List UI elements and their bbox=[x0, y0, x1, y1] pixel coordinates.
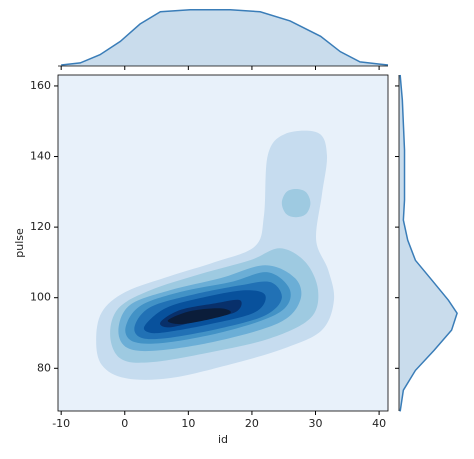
x-tick-label: 0 bbox=[121, 417, 128, 430]
y-tick-label: 100 bbox=[30, 291, 51, 304]
marginal-x-line bbox=[61, 8, 389, 66]
axes-frame bbox=[57, 74, 389, 412]
x-tick-label: 40 bbox=[372, 417, 386, 430]
y-tick-label: 120 bbox=[30, 220, 51, 233]
x-axis-label: id bbox=[218, 433, 228, 446]
plot-area bbox=[58, 75, 388, 411]
x-tick-label: 30 bbox=[309, 417, 323, 430]
contour bbox=[281, 189, 311, 218]
marginal-x-fill bbox=[61, 9, 388, 66]
contour bbox=[167, 308, 231, 325]
marginal-y-line bbox=[399, 74, 458, 412]
y-tick-label: 80 bbox=[37, 361, 51, 374]
marginal-y-fill bbox=[399, 75, 458, 412]
y-tick-label: 140 bbox=[30, 150, 51, 163]
y-tick-label: 160 bbox=[30, 79, 51, 92]
x-tick-label: 10 bbox=[181, 417, 195, 430]
x-tick-label: 20 bbox=[245, 417, 259, 430]
x-tick-label: -10 bbox=[52, 417, 70, 430]
y-axis-label: pulse bbox=[13, 228, 26, 258]
axes: -10 0 10 20 30 40 80 100 120 140 160 bbox=[30, 8, 458, 430]
